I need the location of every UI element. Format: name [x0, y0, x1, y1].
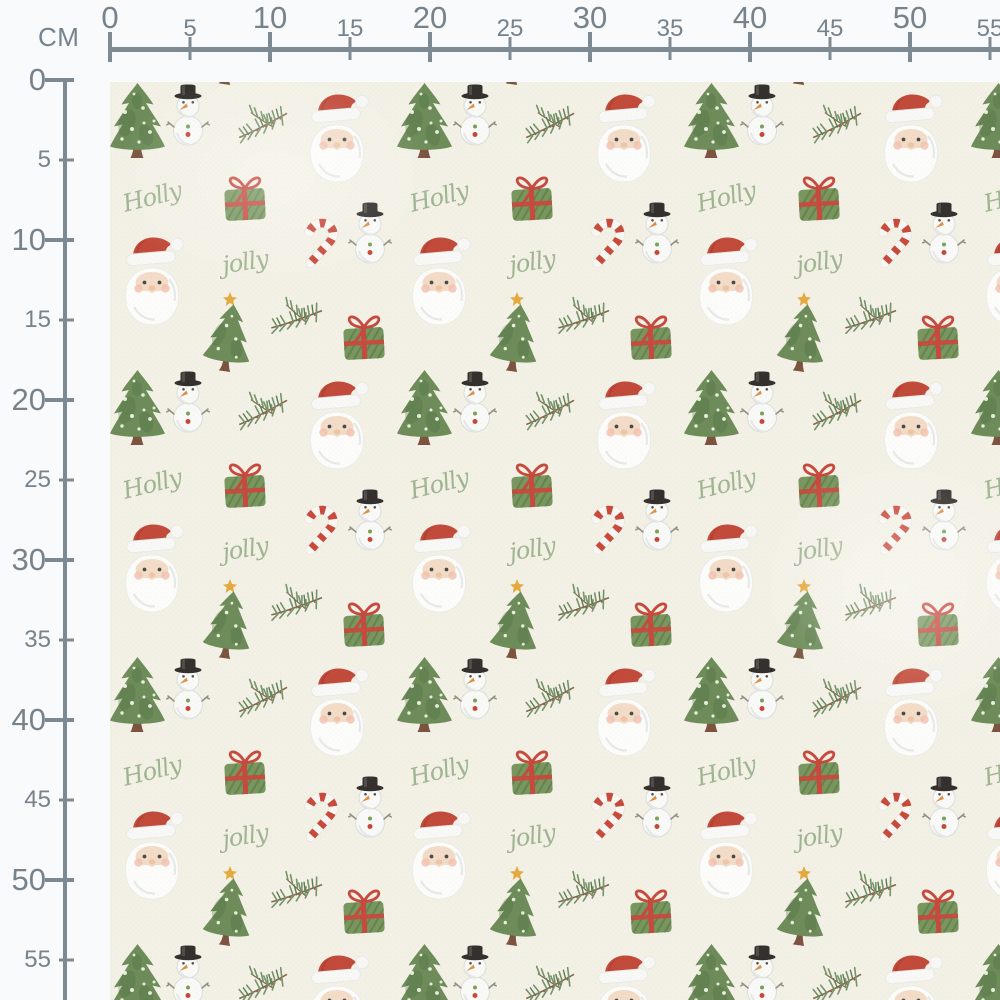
left-ruler-tick-25 [59, 478, 74, 482]
top-ruler-tick-30 [588, 32, 592, 62]
left-ruler-number-10: 10 [11, 222, 46, 257]
left-ruler-number-15: 15 [24, 306, 51, 333]
top-ruler-tick-10 [268, 32, 272, 62]
left-ruler-number-0: 0 [28, 62, 46, 97]
left-ruler-tick-55 [59, 958, 74, 962]
top-ruler-tick-20 [428, 32, 432, 62]
top-ruler-number-5: 5 [183, 15, 197, 42]
left-ruler-tick-15 [59, 318, 74, 322]
top-ruler-number-10: 10 [252, 0, 288, 35]
left-ruler-tick-45 [59, 798, 74, 802]
left-ruler-tick-10 [45, 238, 74, 242]
top-ruler-line [108, 47, 1000, 52]
top-ruler-number-25: 25 [496, 15, 524, 42]
top-ruler-tick-25 [508, 37, 512, 60]
top-ruler-tick-0 [108, 32, 112, 62]
left-ruler-number-45: 45 [24, 786, 51, 813]
left-ruler-number-50: 50 [11, 862, 46, 897]
top-ruler-number-15: 15 [336, 15, 364, 42]
fabric-preview: Holly jolly [110, 82, 1000, 1000]
left-ruler-tick-0 [45, 78, 74, 82]
left-ruler-tick-35 [59, 638, 74, 642]
left-ruler-number-25: 25 [24, 466, 51, 493]
left-ruler-number-55: 55 [24, 946, 51, 973]
top-ruler-number-55: 55 [976, 15, 1000, 42]
top-ruler-number-30: 30 [572, 0, 608, 35]
left-ruler-number-40: 40 [11, 702, 46, 737]
fabric-weave-texture [110, 82, 1000, 1000]
left-ruler-tick-40 [45, 718, 74, 722]
top-ruler-number-40: 40 [732, 0, 768, 35]
top-ruler-tick-15 [348, 37, 352, 60]
top-ruler-tick-40 [748, 32, 752, 62]
left-ruler-number-5: 5 [37, 146, 51, 173]
top-ruler-tick-35 [668, 37, 672, 60]
top-ruler-number-0: 0 [101, 0, 119, 35]
ruler-unit-label: CM [38, 22, 80, 52]
left-ruler-tick-5 [59, 158, 74, 162]
top-ruler-number-50: 50 [892, 0, 928, 35]
top-ruler-tick-50 [908, 32, 912, 62]
left-ruler-number-35: 35 [24, 626, 51, 653]
left-ruler-tick-50 [45, 878, 74, 882]
fabric-pattern-svg: Holly jolly [110, 82, 1000, 1000]
top-ruler-number-35: 35 [656, 15, 684, 42]
top-ruler-number-20: 20 [412, 0, 448, 35]
top-ruler-tick-45 [828, 37, 832, 60]
top-ruler-number-45: 45 [816, 15, 844, 42]
left-ruler-tick-20 [45, 398, 74, 402]
top-ruler-tick-55 [988, 37, 992, 60]
left-ruler-tick-30 [45, 558, 74, 562]
left-ruler-line [63, 78, 67, 1000]
left-ruler-number-20: 20 [11, 382, 46, 417]
left-ruler-number-30: 30 [11, 542, 46, 577]
top-ruler-tick-5 [188, 37, 192, 60]
